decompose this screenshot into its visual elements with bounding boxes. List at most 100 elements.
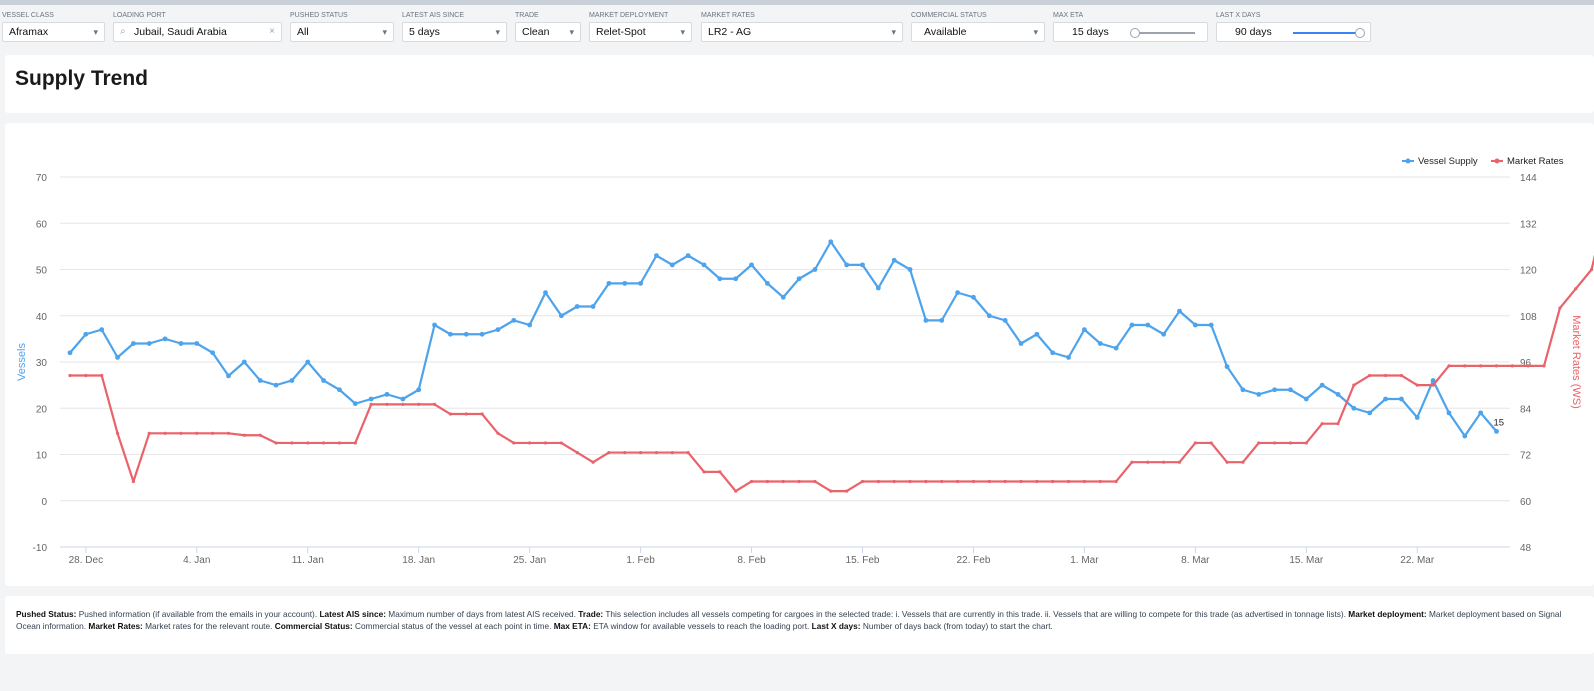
market-rates-point — [543, 441, 548, 445]
market-rates-point — [131, 479, 135, 484]
x-tick-label: 25. Jan — [513, 555, 546, 566]
vessel-class-select[interactable]: Aframax ▾ — [2, 22, 105, 42]
y-left-tick-label: 0 — [41, 497, 47, 508]
max-eta-slider-handle[interactable] — [1130, 28, 1140, 38]
market-rates-point — [1098, 479, 1102, 484]
vessel-supply-point — [638, 280, 643, 286]
y-left-tick-label: 60 — [36, 219, 48, 230]
filter-max-eta: MAX ETA 15 days — [1053, 12, 1208, 42]
vessel-supply-point — [654, 253, 659, 259]
market-rates-point — [1431, 383, 1435, 387]
top-accent-bar — [0, 0, 1594, 5]
note-text: Market deployment based on Signal Ocean … — [16, 609, 1562, 631]
pushed-status-select[interactable]: All ▾ — [290, 22, 394, 42]
market-rates-select[interactable]: LR2 - AG ▾ — [701, 22, 903, 42]
vessel-supply-point — [448, 331, 453, 337]
x-tick-label: 15. Feb — [846, 555, 880, 566]
market-rates-point — [322, 441, 326, 445]
vessel-supply-point — [463, 331, 469, 337]
latest-ais-select[interactable]: 5 days ▾ — [402, 22, 507, 42]
trade-select[interactable]: Clean ▾ — [515, 22, 581, 42]
vessel-supply-point — [337, 387, 342, 393]
market-rates-point — [718, 470, 722, 474]
vessel-supply-point — [558, 313, 564, 319]
vessel-supply-point — [812, 267, 818, 272]
vessel-supply-point — [1034, 331, 1040, 337]
y-left-axis-title: Vessels — [16, 343, 28, 381]
vessel-supply-point — [1256, 391, 1262, 397]
commercial-status-select[interactable]: Available ▾ — [911, 22, 1045, 42]
vessel-supply-point — [1224, 364, 1230, 370]
vessel-supply-point — [875, 285, 881, 291]
clear-icon[interactable]: × — [269, 26, 275, 37]
last-x-days-label: LAST X DAYS — [1216, 12, 1261, 19]
page-title: Supply Trend — [15, 67, 149, 90]
vessel-supply-point — [131, 341, 136, 346]
y-left-tick-label: 20 — [36, 404, 48, 415]
x-tick-label: 15. Mar — [1289, 555, 1324, 566]
vessel-supply-point — [796, 276, 802, 282]
vessel-supply-point — [241, 359, 247, 365]
last-x-days-control: 90 days — [1216, 22, 1371, 42]
search-icon: ⌕ — [120, 26, 126, 37]
vessel-supply-point — [1018, 341, 1024, 346]
market-rates-point — [1558, 306, 1562, 310]
vessel-supply-end-label: 15 — [1494, 417, 1505, 428]
vessel-supply-point — [257, 378, 263, 383]
vessel-supply-point — [1462, 433, 1468, 439]
note-label: Pushed Status: — [16, 609, 77, 619]
market-rates-point — [211, 431, 215, 435]
note-text: Pushed information (if available from th… — [76, 609, 320, 619]
market-rates-point — [1526, 364, 1530, 368]
max-eta-label: MAX ETA — [1053, 12, 1084, 19]
vessel-supply-point — [289, 378, 295, 383]
market-rates-point — [702, 470, 706, 474]
market-rates-point — [956, 479, 960, 484]
vessel-supply-point — [1478, 410, 1484, 416]
market-rates-point — [971, 479, 976, 484]
market-rates-point — [369, 402, 373, 406]
market-rates-point — [1463, 364, 1467, 368]
chevron-down-icon: ▾ — [891, 27, 896, 37]
market-rates-point — [734, 489, 738, 493]
market-rates-point — [226, 431, 231, 435]
vessel-supply-point — [1446, 410, 1452, 416]
market-rates-point — [68, 373, 72, 378]
vessel-class-value: Aframax — [9, 26, 49, 38]
vessel-supply-point — [1272, 387, 1277, 393]
supply-trend-chart: 70 60 50 40 30 20 10 0 -10 144 132 120 108 96 84 72 60 48… — [16, 156, 1594, 566]
market-rates-point — [892, 479, 896, 484]
chart-card: 70 60 50 40 30 20 10 0 -10 144 132 120 108 96 84 72 60 48… — [5, 123, 1594, 586]
note-label: Trade: — [578, 609, 604, 619]
pushed-status-value: All — [297, 26, 309, 38]
filter-loading-port: LOADING PORT ⌕ Jubail, Saudi Arabia × — [113, 12, 282, 42]
vessel-supply-point — [178, 341, 184, 346]
vessel-supply-point — [606, 280, 612, 286]
chevron-down-icon: ▾ — [1033, 27, 1038, 37]
y-right-tick-label: 132 — [1520, 219, 1537, 230]
vessel-supply-point — [939, 317, 945, 323]
market-rates-value: LR2 - AG — [708, 26, 752, 38]
vessel-supply-point — [971, 294, 976, 300]
vessel-supply-point — [828, 239, 834, 245]
market-rates-point — [575, 450, 579, 455]
vessel-supply-point — [860, 262, 865, 268]
x-tick-label: 8. Feb — [737, 555, 766, 566]
max-eta-slider-track[interactable] — [1132, 32, 1195, 34]
note-text: This selection includes all vessels comp… — [603, 609, 1349, 619]
commercial-status-label: COMMERCIAL STATUS — [911, 12, 987, 19]
legend-marker — [1494, 158, 1500, 164]
x-tick-label: 4. Jan — [183, 555, 210, 566]
market-rates-point — [1494, 364, 1499, 368]
last-x-days-slider-handle[interactable] — [1355, 28, 1365, 38]
market-rates-point — [1162, 460, 1166, 464]
y-right-axis-title: Market Rates (WS) — [1570, 315, 1582, 409]
market-rates-point — [845, 489, 849, 493]
vessel-supply-point — [321, 378, 326, 383]
note-text: Market rates for the relevant route. — [142, 621, 275, 631]
market-deployment-select[interactable]: Relet-Spot ▾ — [589, 22, 692, 42]
loading-port-input[interactable]: ⌕ Jubail, Saudi Arabia × — [113, 22, 282, 42]
y-left-tick-label: -10 — [33, 543, 48, 554]
vessel-supply-point — [1192, 322, 1198, 328]
vessel-supply-point — [749, 262, 754, 268]
